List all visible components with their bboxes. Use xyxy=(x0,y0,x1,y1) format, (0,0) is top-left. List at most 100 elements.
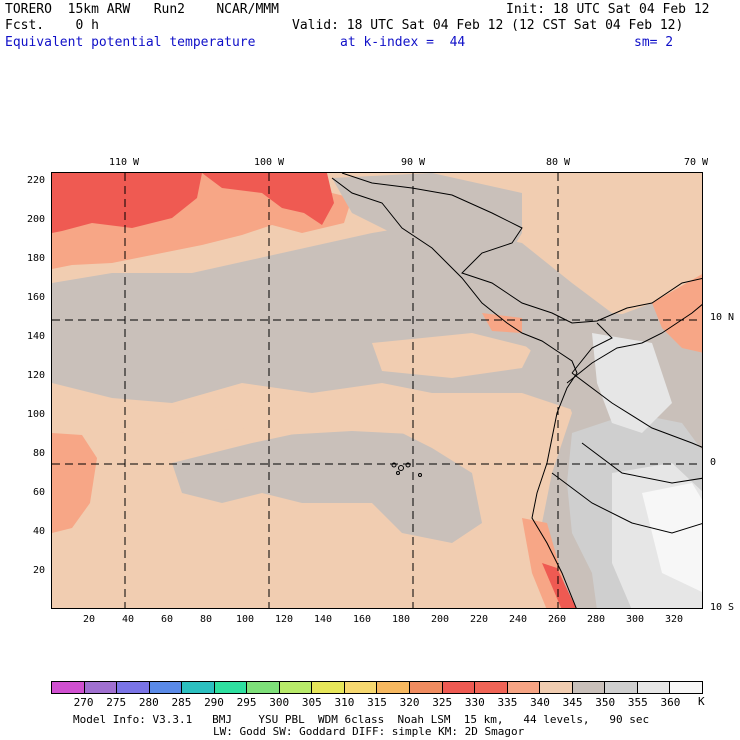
grid-y-label: 180 xyxy=(26,253,45,264)
grid-y-label: 100 xyxy=(26,409,45,420)
coastline-north xyxy=(341,173,702,324)
coastline-south-america xyxy=(566,304,702,384)
grid-x-label: 120 xyxy=(274,614,294,625)
forecast-hour: Fcst. 0 h xyxy=(5,18,99,33)
galapagos-islands xyxy=(391,462,422,477)
hot-coast-peru xyxy=(542,563,577,608)
colorbar-swatch xyxy=(572,682,606,693)
grid-y-label: 20 xyxy=(32,565,45,576)
grid-x-label: 160 xyxy=(352,614,372,625)
lon-label: 100 W xyxy=(253,157,285,168)
colorbar-swatch xyxy=(312,682,345,693)
colorbar-swatch xyxy=(84,682,118,693)
colorbar-label: 295 xyxy=(236,696,257,709)
colorbar-label: 290 xyxy=(204,696,224,709)
grid-x-label: 80 xyxy=(199,614,213,625)
lon-label: 80 W xyxy=(545,157,571,168)
colorbar-swatch xyxy=(475,682,508,693)
grid-y-label: 140 xyxy=(26,331,45,342)
tan-patch-340 xyxy=(372,333,532,378)
colorbar-label: 310 xyxy=(334,696,355,709)
grid-x-label: 140 xyxy=(313,614,333,625)
grid-y-label: 120 xyxy=(26,370,45,381)
colorbar-swatch xyxy=(670,682,702,693)
colorbar-swatch xyxy=(279,682,313,693)
grid-x-label: 180 xyxy=(391,614,411,625)
grey-region-345-south xyxy=(172,423,482,543)
warm-caribbean xyxy=(652,274,702,353)
grid-x-label: 300 xyxy=(625,614,645,625)
land-white-360 xyxy=(642,483,702,593)
colorbar-label: 345 xyxy=(562,696,583,709)
map-canvas xyxy=(52,173,702,608)
grid-x-label: 240 xyxy=(508,614,528,625)
lon-label: 90 W xyxy=(400,157,426,168)
colorbar-swatch xyxy=(117,682,150,693)
lat-label: 10 S xyxy=(710,602,735,613)
grid-x-label: 40 xyxy=(121,614,135,625)
colorbar-swatch xyxy=(410,682,443,693)
colorbar-label: 315 xyxy=(367,696,387,709)
colorbar-label: 340 xyxy=(530,696,550,709)
colorbar-label: 350 xyxy=(595,696,616,709)
grid-x-label: 220 xyxy=(469,614,489,625)
colorbar-swatch xyxy=(214,682,248,693)
colorbar-label: 355 xyxy=(627,696,648,709)
warm-coast-pacific xyxy=(482,313,522,333)
land-light-355 xyxy=(592,333,672,433)
colorbar-label: 305 xyxy=(301,696,322,709)
grid-y-label: 80 xyxy=(32,448,45,459)
grid-x-label: 320 xyxy=(664,614,684,625)
tan-band-340 xyxy=(142,405,522,443)
grid-y-label: 220 xyxy=(26,175,45,186)
graticule xyxy=(52,173,702,608)
colorbar-label: 325 xyxy=(432,696,453,709)
country-borders xyxy=(551,372,702,534)
colorbar-swatch xyxy=(442,682,476,693)
colorbar xyxy=(51,681,703,694)
grid-x-label: 260 xyxy=(547,614,567,625)
grid-x-label: 200 xyxy=(430,614,450,625)
hot-core-325-central xyxy=(202,173,334,225)
warm-region-335-west xyxy=(52,433,97,533)
colorbar-label: 360 xyxy=(660,696,681,709)
grid-x-label: 100 xyxy=(235,614,255,625)
coastline-central-america xyxy=(331,177,578,608)
grid-x-label: 280 xyxy=(586,614,606,625)
valid-time: Valid: 18 UTC Sat 04 Feb 12 (12 CST Sat … xyxy=(292,18,684,33)
grid-y-label: 40 xyxy=(32,526,45,537)
field-name: Equivalent potential temperature xyxy=(5,35,256,50)
colorbar-swatch xyxy=(377,682,411,693)
grid-y-label: 200 xyxy=(26,214,45,225)
grey-region-345-north xyxy=(52,223,702,433)
init-time: Init: 18 UTC Sat 04 Feb 12 xyxy=(506,2,710,17)
colorbar-label: 320 xyxy=(399,696,420,709)
colorbar-swatch xyxy=(605,682,638,693)
colorbar-swatch xyxy=(637,682,671,693)
grid-x-label: 60 xyxy=(160,614,174,625)
colorbar-label: 300 xyxy=(269,696,290,709)
colorbar-swatch xyxy=(507,682,541,693)
colorbar-label: 285 xyxy=(171,696,192,709)
colorbar-label: 270 xyxy=(73,696,94,709)
colorbar-swatch xyxy=(540,682,573,693)
lat-label: 0 xyxy=(710,457,717,468)
grid-y-label: 60 xyxy=(32,487,45,498)
smoothing: sm= 2 xyxy=(634,35,674,50)
model-title: TORERO 15km ARW Run2 NCAR/MMM xyxy=(5,2,279,17)
colorbar-swatch xyxy=(52,682,85,693)
grid-y-label: 160 xyxy=(26,292,45,303)
hot-core-325-west xyxy=(52,173,202,233)
colorbar-label: 280 xyxy=(138,696,159,709)
lon-label: 70 W xyxy=(683,157,709,168)
colorbar-swatch xyxy=(344,682,378,693)
grid-x-label: 20 xyxy=(82,614,96,625)
colorbar-label: 335 xyxy=(497,696,518,709)
theta-e-map xyxy=(51,172,703,609)
colorbar-swatch xyxy=(247,682,280,693)
lat-label: 10 N xyxy=(710,312,735,323)
colorbar-swatch xyxy=(182,682,215,693)
colorbar-swatch xyxy=(149,682,183,693)
model-info: Model Info: V3.3.1 BMJ YSU PBL WDM 6clas… xyxy=(73,713,650,726)
level-index: at k-index = 44 xyxy=(340,35,466,50)
